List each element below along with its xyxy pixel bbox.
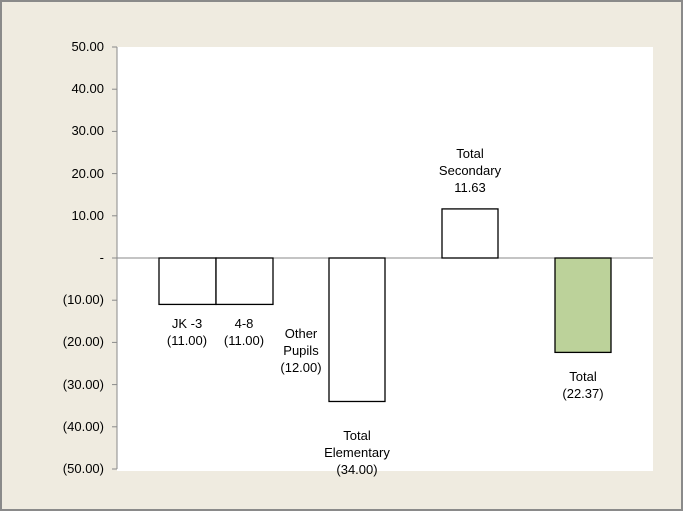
bar-value-label: (22.37) bbox=[562, 386, 604, 401]
bar-category-text: Total bbox=[343, 428, 371, 443]
bar-total-secondary bbox=[441, 208, 499, 259]
bar-label: 4-8 (11.00) bbox=[184, 315, 304, 349]
y-tick-label: (20.00) bbox=[62, 334, 104, 350]
y-tick-label: (40.00) bbox=[62, 418, 104, 434]
bar-category-text: JK -3 bbox=[171, 316, 203, 331]
bar-4-8 bbox=[215, 257, 274, 306]
bar-value-label: (11.00) bbox=[166, 333, 208, 348]
bar-value-label: (12.00) bbox=[280, 360, 322, 375]
bar-label: Total Secondary 11.63 bbox=[410, 145, 530, 196]
bar-label: Total Elementary (34.00) bbox=[297, 427, 417, 478]
bar-category-text: 4-8 bbox=[234, 316, 254, 331]
bar-value-label: (11.00) bbox=[223, 333, 265, 348]
bar-category-text: Other bbox=[284, 326, 318, 341]
bar-total bbox=[554, 257, 612, 354]
bar-value-label: 11.63 bbox=[454, 180, 486, 195]
y-tick-label: 40.00 bbox=[71, 81, 104, 97]
bar-label: Total (22.37) bbox=[523, 368, 643, 402]
y-tick-label: 20.00 bbox=[71, 165, 104, 181]
bar-label: JK -3 (11.00) bbox=[127, 315, 247, 349]
y-tick-label: 10.00 bbox=[71, 207, 104, 223]
bar-category-text: Elementary bbox=[324, 445, 390, 460]
y-tick-label: (30.00) bbox=[62, 376, 104, 392]
bar-category-text: Secondary bbox=[438, 163, 502, 178]
y-tick-label: 50.00 bbox=[71, 39, 104, 54]
bar-category-text: Pupils bbox=[283, 343, 319, 358]
bar-category-text: Total bbox=[456, 146, 484, 161]
bar-category-text: Total bbox=[569, 369, 597, 384]
bar-label: Other Pupils (12.00) bbox=[241, 325, 361, 376]
bar-jk-3 bbox=[158, 257, 217, 306]
y-tick-label: (50.00) bbox=[62, 461, 104, 476]
bar-total-elementary bbox=[328, 257, 386, 403]
y-tick-label: (10.00) bbox=[62, 292, 104, 308]
y-tick-label: 30.00 bbox=[71, 123, 104, 139]
y-tick-label: - bbox=[99, 250, 104, 265]
bar-value-label: (34.00) bbox=[336, 462, 378, 477]
